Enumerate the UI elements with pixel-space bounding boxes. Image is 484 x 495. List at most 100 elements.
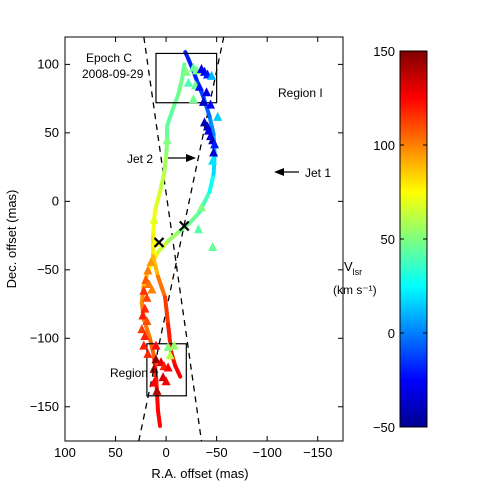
maser-triangle [165,350,175,360]
colorbar-tick-label: 150 [373,44,395,59]
colorbar-tick-label: −50 [373,420,395,435]
cross-stroke [179,220,190,232]
model-curve-segment [162,154,169,176]
y-tick-label: 50 [45,125,59,140]
maser-triangle [193,224,203,234]
maser-triangle [209,147,219,157]
model-curve-segment [152,189,163,213]
maser-triangle [213,111,223,121]
jet-2-label: Jet 2 [127,152,153,166]
colorbar-tick-label: 50 [381,232,395,247]
colorbar-label-main: V [344,259,353,274]
maser-triangle [181,66,191,76]
jet-2-annotation: Jet 2 [127,152,196,166]
y-tick-label: −150 [30,399,59,414]
maser-triangle [207,70,217,80]
model-curve-segment [176,76,185,97]
model-curve-segment [207,114,216,137]
maser-triangle [143,348,153,358]
epoch-text: Epoch C [86,51,132,65]
maser-triangle [146,257,156,267]
model-curve-segment [147,336,156,359]
x-tick-label: −50 [206,445,228,460]
maser-triangle [149,214,159,224]
jet2-dashed-line [143,37,203,441]
maser-triangle [147,284,157,294]
maser-triangle [151,340,161,350]
model-curve-segment [173,363,183,379]
x-axis: 100 50 0 −50 −100 −150 [54,37,332,460]
model-curve-segment [156,274,168,300]
plot-contents [137,37,225,441]
x-tick-label: 50 [108,445,122,460]
x-tick-label: 0 [162,445,169,460]
region-2-box [146,343,187,397]
x-tick-label: −100 [253,445,282,460]
colorbar-label: Vlsr [344,259,362,277]
colorbar-tick-label: 0 [388,326,395,341]
maser-triangle [208,242,218,252]
model-curve-segment [156,408,163,428]
colorbar-label-sub: lsr [353,267,363,277]
region-2-label: Region II [110,366,158,380]
x-axis-label: R.A. offset (mas) [151,466,248,481]
colorbar-ticks: 150 100 50 0 −50 [373,44,427,435]
y-axis-label: Dec. offset (mas) [4,190,19,289]
maser-triangle [142,292,152,302]
jet-2-arrow-head [186,154,196,162]
maser-triangle [206,99,216,109]
center-cross [179,220,190,232]
epoch-date: 2008-09-29 [82,67,144,81]
model-curve-segment [165,108,175,129]
maser-triangle [183,77,193,87]
center-cross [153,237,165,248]
maser-triangle [139,285,149,295]
x-tick-label: −150 [303,445,332,460]
jet-1-label: Jet 1 [305,166,331,180]
maser-triangle [149,377,159,387]
epoch-label: Epoch C 2008-09-29 [82,51,144,81]
model-curve-segment [164,140,170,159]
y-tick-label: −100 [30,330,59,345]
jet-1-annotation: Jet 1 [274,166,331,180]
maser-triangle [138,310,148,320]
x-tick-label: 100 [54,445,76,460]
region-1-box [155,52,218,104]
colorbar-gradient [399,50,428,428]
maser-triangle [152,385,162,395]
jet-1-arrow-head [274,168,284,176]
maser-triangle [169,340,179,350]
maser-triangle [140,331,150,341]
region-1-label: Region I [278,86,323,100]
maser-triangle [142,315,152,325]
model-curve-segment [150,254,161,279]
maser-triangle [139,340,149,350]
y-tick-label: 100 [37,56,59,71]
cross-stroke [153,237,165,248]
model-curve-segment [187,210,202,226]
model-curve-segment [180,62,187,81]
maser-triangle [198,96,208,106]
maser-triangle [137,324,147,334]
maser-triangle [194,81,204,91]
model-curve-segment [207,171,216,194]
maser-triangle [161,376,171,386]
y-axis: 100 50 0 −50 −100 −150 [30,56,343,414]
maser-triangle [208,155,218,165]
maser-triangle [162,135,172,145]
maser-triangle [140,303,150,313]
y-tick-label: 0 [52,193,59,208]
maser-triangle [196,202,206,212]
maser-triangle [163,362,173,372]
model-curve-segment [166,229,182,244]
maser-triangle [202,87,212,97]
maser-triangle [143,265,153,275]
maser-triangle [149,363,159,373]
maser-triangle [210,139,220,149]
plot-frame [64,36,344,442]
model-curve-segment [163,295,171,327]
colorbar-unit: (km s⁻¹) [333,283,377,297]
colorbar-tick-label: 100 [373,138,395,153]
maser-triangle [151,354,161,364]
